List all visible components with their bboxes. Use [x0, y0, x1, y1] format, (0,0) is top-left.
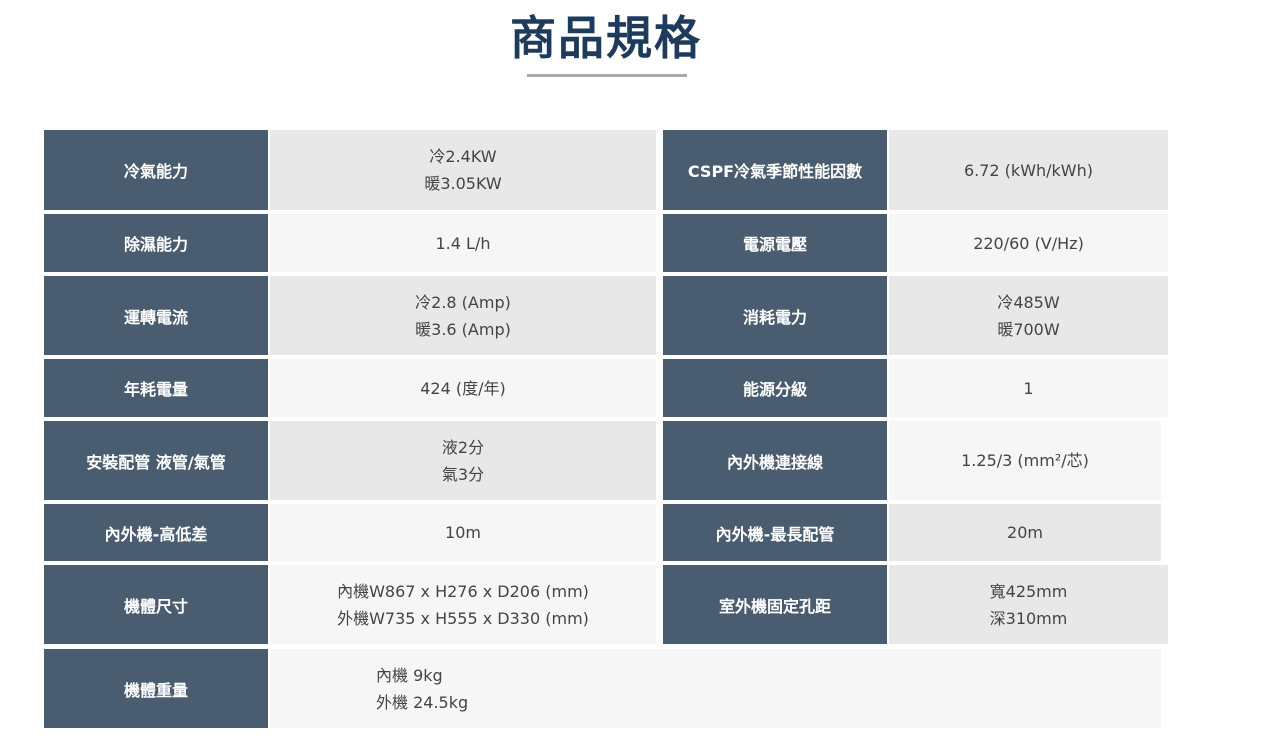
- spec-label: 內外機-高低差: [44, 504, 268, 561]
- spec-value: 寬425mm 深310mm: [889, 565, 1168, 644]
- title-underline: [527, 74, 687, 77]
- spec-label: 機體重量: [44, 649, 268, 728]
- value-line: 冷2.8 (Amp): [415, 292, 511, 312]
- spec-label: 消耗電力: [663, 276, 887, 355]
- spec-label: 內外機-最長配管: [663, 504, 887, 561]
- spec-label: 冷氣能力: [44, 130, 268, 210]
- spec-value: 1.4 L/h: [270, 214, 656, 272]
- value-line: 6.72 (kWh/kWh): [963, 160, 1094, 180]
- spec-label: 除濕能力: [44, 214, 268, 272]
- spec-value: 20m: [889, 504, 1161, 561]
- value-line: 暖3.6 (Amp): [415, 319, 511, 339]
- spec-label: 機體尺寸: [44, 565, 268, 644]
- value-line: 暖700W: [997, 319, 1060, 339]
- page-title: 商品規格: [510, 11, 702, 65]
- value-line: 氣3分: [441, 464, 485, 484]
- value-line: 220/60 (V/Hz): [973, 233, 1084, 253]
- spec-label: 安裝配管 液管/氣管: [44, 421, 268, 500]
- spec-label: 內外機連接線: [663, 421, 887, 500]
- value-line: 寬425mm: [989, 581, 1068, 601]
- spec-label: 電源電壓: [663, 214, 887, 272]
- spec-label: 能源分級: [663, 359, 887, 417]
- spec-label: 室外機固定孔距: [663, 565, 887, 644]
- value-line: 外機 24.5kg: [376, 692, 469, 712]
- spec-value: 424 (度/年): [270, 359, 656, 417]
- value-line: 內機 9kg: [376, 665, 443, 685]
- value-line: 1: [1023, 378, 1034, 398]
- value-line: 20m: [1007, 523, 1043, 542]
- spec-value: 內機W867 x H276 x D206 (mm) 外機W735 x H555 x…: [270, 565, 656, 644]
- value-line: 液2分: [441, 437, 485, 457]
- value-line: 外機W735 x H555 x D330 (mm): [337, 608, 589, 628]
- value-line: 冷485W: [997, 292, 1060, 312]
- value-line: 424 (度/年): [420, 378, 506, 398]
- spec-value: 冷2.4KW 暖3.05KW: [270, 130, 656, 210]
- spec-label: 年耗電量: [44, 359, 268, 417]
- value-line: 1.4 L/h: [435, 233, 491, 253]
- spec-value: 冷2.8 (Amp) 暖3.6 (Amp): [270, 276, 656, 355]
- value-line: 10m: [445, 523, 481, 542]
- spec-value: 液2分 氣3分: [270, 421, 656, 500]
- spec-value: 冷485W 暖700W: [889, 276, 1168, 355]
- spec-value: 220/60 (V/Hz): [889, 214, 1168, 272]
- spec-value: 1.25/3 (mm²/芯): [889, 421, 1161, 500]
- value-line: 深310mm: [989, 608, 1068, 628]
- spec-value: 10m: [270, 504, 656, 561]
- spec-value: 內機 9kg 外機 24.5kg: [270, 649, 1161, 728]
- spec-value: 6.72 (kWh/kWh): [889, 130, 1168, 210]
- value-line: 1.25/3 (mm²/芯): [961, 451, 1089, 470]
- spec-value: 1: [889, 359, 1168, 417]
- value-line: 暖3.05KW: [424, 174, 502, 193]
- spec-label: CSPF冷氣季節性能因數: [663, 130, 887, 210]
- value-line: 冷2.4KW: [429, 147, 497, 166]
- value-line: 內機W867 x H276 x D206 (mm): [337, 581, 589, 601]
- spec-label: 運轉電流: [44, 276, 268, 355]
